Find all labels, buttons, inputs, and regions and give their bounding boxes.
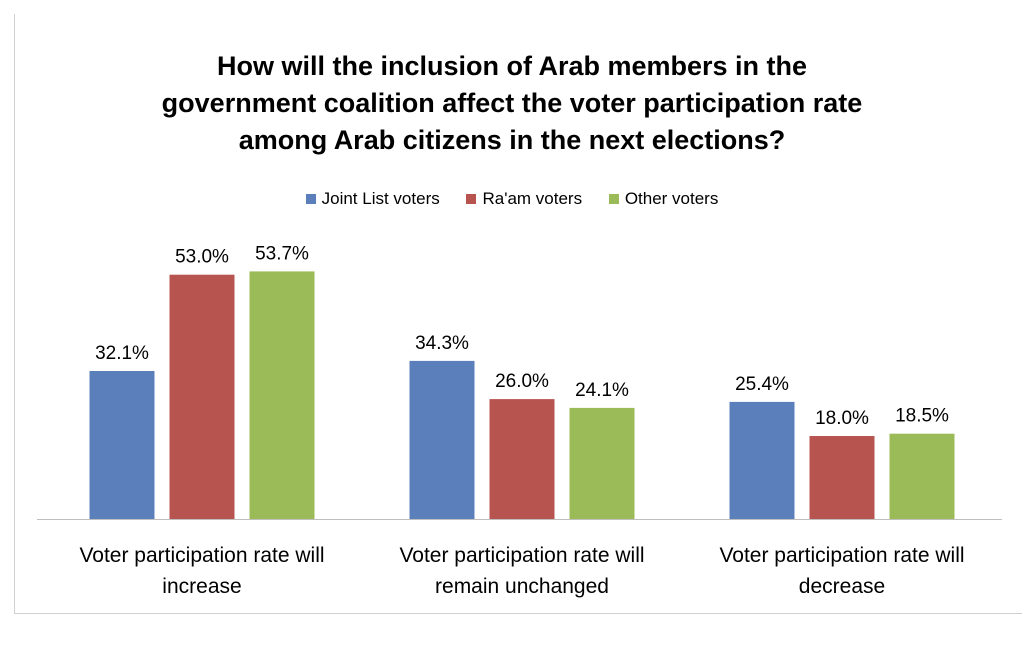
bar-series1-cat1 <box>89 371 155 519</box>
chart-title-line-2: government coalition affect the voter pa… <box>161 88 863 118</box>
legend-swatch-other <box>608 194 619 204</box>
legend-label-raam: Ra'am voters <box>482 189 583 208</box>
bar-series1-cat2 <box>409 360 475 519</box>
category-label-2-line-2: remain unchanged <box>435 575 609 598</box>
bar-series2-cat2 <box>489 399 555 519</box>
data-label-series2-cat3: 18.0% <box>815 408 869 429</box>
legend-label-other: Other voters <box>624 189 719 208</box>
data-label-series1-cat2: 34.3% <box>415 333 469 354</box>
bar-series3-cat2 <box>569 407 635 519</box>
legend-item-other: Other voters <box>608 188 719 210</box>
category-label-1-line-2: increase <box>162 575 241 598</box>
legend-item-joint-list: Joint List voters <box>305 188 440 210</box>
legend-item-raam: Ra'am voters <box>466 188 582 210</box>
category-label-3-line-1: Voter participation rate will <box>719 544 964 567</box>
data-label-series1-cat1: 32.1% <box>95 343 149 364</box>
chart-title-line-1: How will the inclusion of Arab members i… <box>216 51 808 81</box>
data-label-series2-cat1: 53.0% <box>175 247 229 268</box>
legend-swatch-joint-list <box>305 194 316 204</box>
chart-legend: Joint List voters Ra'am voters Other vot… <box>0 188 1024 210</box>
legend-label-joint-list: Joint List voters <box>321 189 440 208</box>
bar-series3-cat1 <box>249 271 315 519</box>
category-label-2-line-1: Voter participation rate will <box>399 544 644 567</box>
data-label-series3-cat2: 24.1% <box>575 380 629 401</box>
bar-series2-cat1 <box>169 274 235 519</box>
bar-series3-cat3 <box>889 433 955 519</box>
data-label-series2-cat2: 26.0% <box>495 371 549 392</box>
data-label-series3-cat1: 53.7% <box>255 243 309 264</box>
category-label-3-line-2: decrease <box>799 575 885 598</box>
chart-title: How will the inclusion of Arab members i… <box>80 48 944 159</box>
bar-series2-cat3 <box>809 436 875 519</box>
chart-frame <box>14 14 1022 614</box>
chart-title-line-3: among Arab citizens in the next election… <box>238 125 786 155</box>
bar-series1-cat3 <box>729 401 795 519</box>
data-label-series1-cat3: 25.4% <box>735 374 789 395</box>
legend-swatch-raam <box>466 194 477 204</box>
category-label-1-line-1: Voter participation rate will <box>79 544 324 567</box>
data-label-series3-cat3: 18.5% <box>895 406 949 427</box>
